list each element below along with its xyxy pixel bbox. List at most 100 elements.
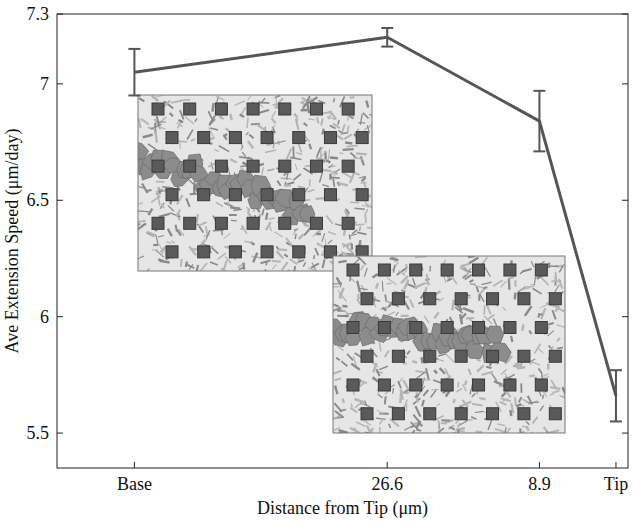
inset-grain <box>336 135 343 140</box>
inset-grain <box>525 306 532 316</box>
inset-post <box>342 103 354 115</box>
inset-grain <box>341 309 348 313</box>
inset-post <box>279 217 291 229</box>
inset-grain <box>258 101 269 104</box>
inset-post <box>347 379 359 391</box>
inset-grain <box>240 115 244 117</box>
inset-post <box>310 160 322 172</box>
inset-grain <box>439 298 443 301</box>
inset-grain <box>298 260 304 262</box>
error-bar <box>610 370 622 421</box>
inset-grain <box>358 122 365 123</box>
inset-grain <box>478 295 480 301</box>
inset-grain <box>219 146 229 152</box>
inset-grain <box>275 232 283 237</box>
inset-grain <box>159 117 166 123</box>
inset-grain <box>533 417 538 423</box>
inset-post <box>198 189 210 201</box>
inset-grain <box>138 221 146 222</box>
inset-post <box>392 350 404 362</box>
inset-post <box>356 132 368 144</box>
inset-grain <box>350 201 359 203</box>
inset-grain <box>282 262 288 270</box>
inset-post <box>535 322 547 334</box>
inset-grain <box>416 392 419 402</box>
inset-grain <box>218 253 226 259</box>
inset-grain <box>336 358 340 361</box>
inset-grain <box>477 365 484 371</box>
inset-post <box>549 350 561 362</box>
inset-image <box>127 95 379 278</box>
inset-grain <box>534 344 540 354</box>
inset-grain <box>412 361 417 362</box>
inset-grain <box>265 150 276 152</box>
inset-grain <box>423 390 428 396</box>
inset-grain <box>498 424 506 426</box>
inset-grain <box>458 423 460 427</box>
inset-grain <box>354 399 364 402</box>
inset-grain <box>432 389 439 391</box>
inset-grain <box>303 223 308 227</box>
inset-grain <box>313 255 315 259</box>
inset-grain <box>166 242 171 243</box>
inset-grain <box>462 264 470 266</box>
inset-grain <box>481 372 492 375</box>
inset-grain <box>295 234 296 239</box>
error-bar <box>381 28 393 47</box>
y-tick <box>57 83 63 84</box>
inset-post <box>342 160 354 172</box>
inset-grain <box>146 190 152 191</box>
inset-post <box>392 408 404 420</box>
inset-post <box>441 379 453 391</box>
inset-grain <box>360 383 364 386</box>
inset-grain <box>277 181 280 186</box>
inset-grain <box>197 214 198 222</box>
inset-grain <box>361 156 364 165</box>
inset-grain <box>292 146 294 158</box>
inset-grain <box>554 285 559 293</box>
inset-post <box>293 246 305 258</box>
inset-grain <box>138 203 143 206</box>
inset-grain <box>410 299 414 307</box>
inset-grain <box>359 403 363 404</box>
inset-grain <box>557 325 565 328</box>
inset-grain <box>151 124 162 129</box>
inset-grain <box>162 204 164 209</box>
inset-image <box>324 256 571 440</box>
inset-grain <box>367 228 372 229</box>
inset-grain <box>547 263 550 269</box>
inset-grain <box>272 264 276 269</box>
y-axis-title: Ave Extension Speed (μm/day) <box>2 129 23 354</box>
inset-grain <box>397 268 407 275</box>
inset-grain <box>151 196 160 202</box>
inset-grain <box>488 420 492 431</box>
inset-grain <box>357 232 366 234</box>
inset-grain <box>260 260 270 263</box>
inset-grain <box>531 261 533 267</box>
inset-post <box>549 293 561 305</box>
inset-grain <box>367 426 371 433</box>
inset-grain <box>299 234 304 239</box>
inset-post <box>247 160 259 172</box>
inset-grain <box>161 247 166 256</box>
inset-texture <box>333 256 565 433</box>
inset-post <box>152 103 164 115</box>
inset-grain <box>379 419 383 424</box>
inset-grain <box>351 403 353 407</box>
inset-grain <box>349 116 353 119</box>
error-bar-cap <box>533 150 545 152</box>
inset-grain <box>272 260 281 263</box>
inset-grain <box>415 283 425 288</box>
inset-post <box>535 379 547 391</box>
inset-grain <box>480 294 484 302</box>
line <box>134 37 616 396</box>
inset-grain <box>404 280 408 289</box>
inset-post <box>293 132 305 144</box>
inset-post <box>324 189 336 201</box>
inset-grain <box>170 113 173 116</box>
inset-grain <box>514 397 517 405</box>
inset-grain <box>483 286 487 289</box>
inset-grain <box>333 124 340 129</box>
inset-grain <box>379 427 381 433</box>
inset-grain <box>259 110 269 113</box>
